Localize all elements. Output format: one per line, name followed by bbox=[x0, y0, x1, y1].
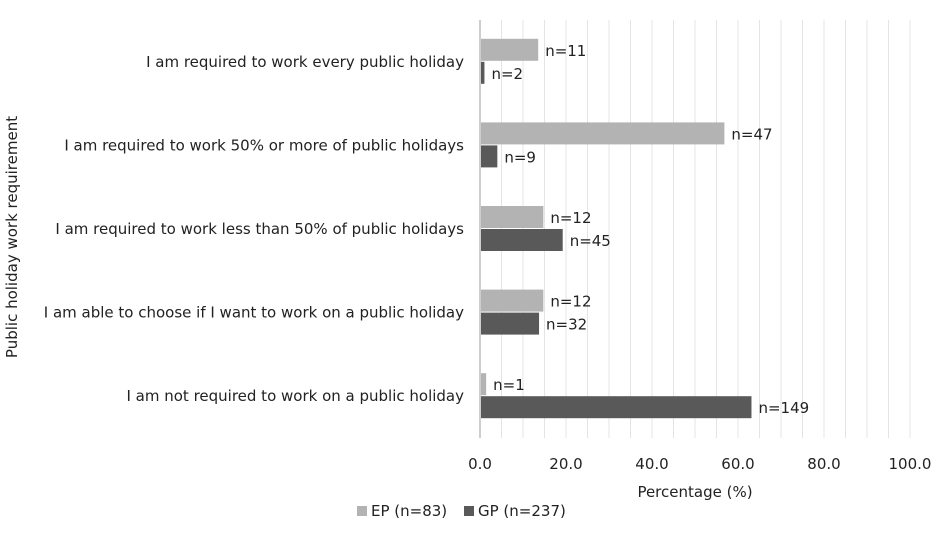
data-label: n=12 bbox=[550, 209, 591, 227]
x-tick-label: 80.0 bbox=[807, 455, 840, 473]
data-label: n=149 bbox=[758, 399, 809, 417]
x-tick-label: 40.0 bbox=[635, 455, 668, 473]
category-label: I am not required to work on a public ho… bbox=[126, 387, 464, 405]
x-tick-labels: 0.0 20.0 40.0 60.0 80.0 100.0 bbox=[468, 455, 931, 473]
x-tick-label: 100.0 bbox=[889, 455, 932, 473]
x-tick-label: 20.0 bbox=[549, 455, 582, 473]
x-axis-title: Percentage (%) bbox=[637, 483, 752, 501]
bars: n=11 n=2 n=47 n=9 n=12 n=45 n=12 n=32 n=1 n=149 bbox=[481, 38, 809, 419]
category-label: I am required to work less than 50% of p… bbox=[55, 220, 464, 238]
bar-gp bbox=[481, 145, 498, 168]
legend-label: GP (n=237) bbox=[478, 502, 566, 520]
data-label: n=9 bbox=[504, 148, 536, 166]
data-label: n=32 bbox=[546, 316, 587, 334]
bar-ep bbox=[481, 373, 487, 396]
data-label: n=45 bbox=[570, 232, 611, 250]
y-axis-title: Public holiday work requirement bbox=[3, 116, 21, 358]
bar-gp bbox=[481, 312, 540, 335]
legend-swatch bbox=[357, 506, 367, 516]
x-tick-label: 60.0 bbox=[721, 455, 754, 473]
bar-ep bbox=[481, 122, 725, 145]
legend-swatch bbox=[464, 506, 474, 516]
category-label: I am required to work 50% or more of pub… bbox=[64, 136, 464, 154]
data-label: n=2 bbox=[491, 65, 523, 83]
data-label: n=47 bbox=[731, 125, 772, 143]
legend: EP (n=83) GP (n=237) bbox=[357, 502, 566, 520]
legend-label: EP (n=83) bbox=[371, 502, 447, 520]
bar-ep bbox=[481, 289, 544, 312]
bar-gp bbox=[481, 396, 752, 419]
x-tick-label: 0.0 bbox=[468, 455, 492, 473]
data-label: n=11 bbox=[545, 42, 586, 60]
bar-ep bbox=[481, 38, 539, 61]
bar-gp bbox=[481, 61, 485, 84]
data-label: n=1 bbox=[493, 376, 525, 394]
bar-ep bbox=[481, 206, 544, 228]
grid bbox=[501, 20, 911, 438]
bar-gp bbox=[481, 229, 563, 251]
category-labels: I am required to work every public holid… bbox=[44, 53, 464, 405]
category-label: I am required to work every public holid… bbox=[146, 53, 464, 71]
category-label: I am able to choose if I want to work on… bbox=[44, 304, 464, 322]
data-label: n=12 bbox=[550, 293, 591, 311]
